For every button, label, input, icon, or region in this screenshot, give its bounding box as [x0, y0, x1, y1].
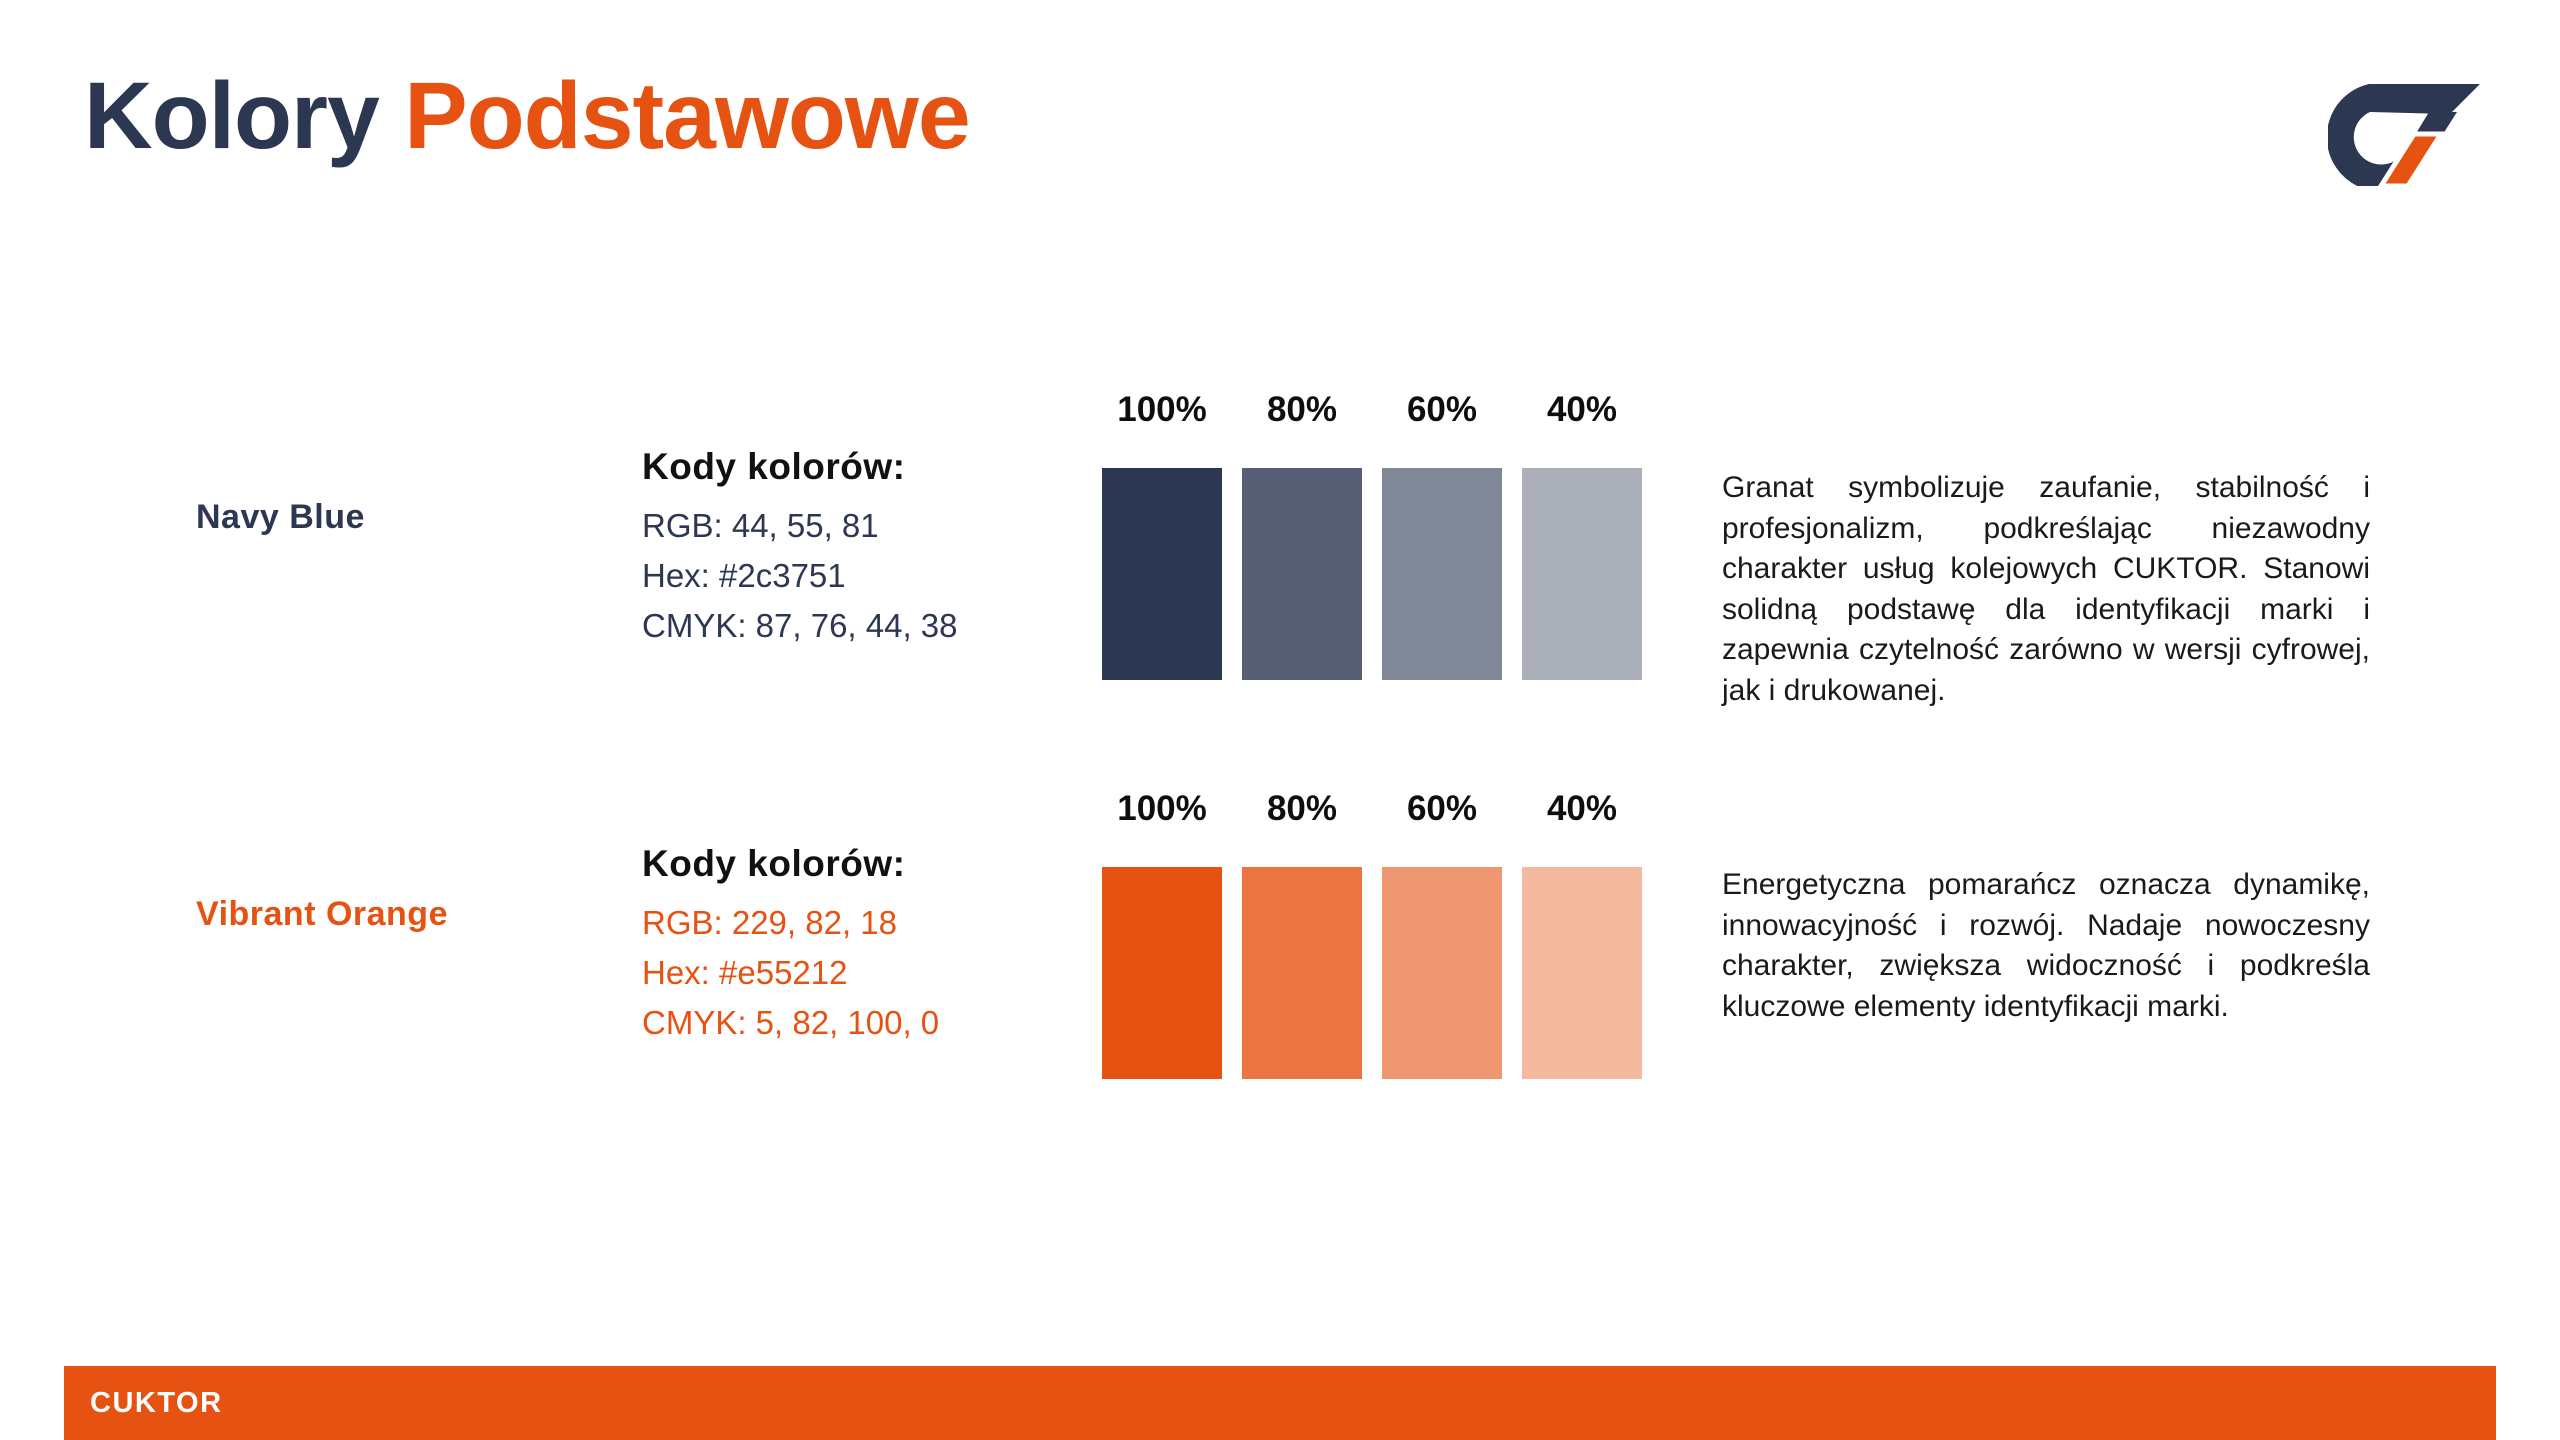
hex-value: Hex: #e55212	[642, 954, 848, 991]
tint-percent-label: 100%	[1117, 390, 1207, 429]
tint-column: 80%	[1242, 390, 1362, 680]
color-swatch	[1102, 867, 1222, 1079]
footer-bar: CUKTOR	[64, 1366, 2496, 1440]
cuktor-logo-icon	[2328, 84, 2480, 186]
page-title-word-navy: Kolory	[84, 63, 380, 169]
color-swatch	[1102, 468, 1222, 680]
tint-column: 60%	[1382, 390, 1502, 680]
cmyk-value: CMYK: 5, 82, 100, 0	[642, 1004, 940, 1041]
tint-percent-label: 40%	[1546, 390, 1618, 429]
tint-percent-label: 40%	[1546, 789, 1618, 828]
color-swatch	[1522, 867, 1642, 1079]
tint-column: 80%	[1242, 789, 1362, 1079]
color-codes-block: Kody kolorów: RGB: 229, 82, 18 Hex: #e55…	[642, 843, 1112, 1048]
tint-column: 100%	[1102, 390, 1222, 680]
color-swatch	[1242, 867, 1362, 1079]
tint-percent-label: 60%	[1406, 390, 1478, 429]
codes-heading: Kody kolorów:	[642, 446, 906, 487]
rgb-value: RGB: 229, 82, 18	[642, 904, 897, 941]
page-title: Kolory Podstawowe	[84, 62, 971, 171]
page-title-word-orange: Podstawowe	[404, 63, 970, 169]
tint-column: 60%	[1382, 789, 1502, 1079]
color-name-label: Vibrant Orange	[196, 895, 448, 933]
color-swatch	[1382, 867, 1502, 1079]
codes-heading: Kody kolorów:	[642, 843, 906, 884]
tint-percent-label: 80%	[1266, 789, 1338, 828]
tint-column: 100%	[1102, 789, 1222, 1079]
tint-swatch-group: 100% 80% 60% 40%	[1102, 390, 1642, 680]
hex-value: Hex: #2c3751	[642, 557, 846, 594]
color-codes-block: Kody kolorów: RGB: 44, 55, 81 Hex: #2c37…	[642, 446, 1112, 651]
color-swatch	[1522, 468, 1642, 680]
tint-column: 40%	[1522, 789, 1642, 1079]
color-description: Energetyczna pomarańcz oznacza dynamikę,…	[1722, 868, 2370, 1023]
tint-column: 40%	[1522, 390, 1642, 680]
color-swatch	[1382, 468, 1502, 680]
color-name-label: Navy Blue	[196, 498, 365, 536]
tint-percent-label: 60%	[1406, 789, 1478, 828]
color-swatch	[1242, 468, 1362, 680]
cmyk-value: CMYK: 87, 76, 44, 38	[642, 607, 958, 644]
rgb-value: RGB: 44, 55, 81	[642, 507, 879, 544]
tint-percent-label: 80%	[1266, 390, 1338, 429]
tint-swatch-group: 100% 80% 60% 40%	[1102, 789, 1642, 1079]
cuktor-logo-monogram-icon	[2328, 84, 2480, 186]
footer-brand-name: CUKTOR	[90, 1386, 223, 1419]
color-description: Granat symbolizuje zaufanie, stabilność …	[1722, 471, 2370, 707]
tint-percent-label: 100%	[1117, 789, 1207, 828]
